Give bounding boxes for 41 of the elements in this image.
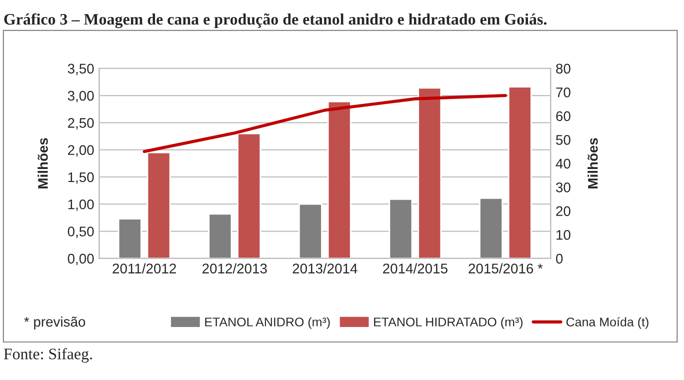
y-tick-label: 3,50	[68, 64, 94, 76]
x-tick-label: 2011/2012	[112, 263, 176, 274]
legend-label: Cana Moída (t)	[566, 317, 648, 329]
y2-tick-label: 40	[556, 158, 570, 169]
source-note: Fonte: Sifaeg.	[4, 348, 92, 363]
y2-tick-label: 60	[556, 111, 570, 122]
bar	[298, 203, 322, 258]
y2-tick-label: 0	[556, 254, 563, 264]
y2-axis-title: Milhões	[588, 138, 598, 188]
bar	[118, 218, 142, 258]
legend-label: ETANOL HIDRATADO (m³)	[374, 317, 523, 329]
y-tick-label: 2,00	[68, 145, 94, 157]
y-tick-label: 2,50	[68, 118, 94, 130]
x-tick-label: 2013/2014	[292, 263, 358, 274]
bar	[388, 198, 413, 258]
y2-tick-label: 50	[556, 134, 570, 145]
bar	[327, 100, 352, 258]
x-tick-label: 2015/2016 *	[468, 263, 543, 274]
y-tick-label: 1,50	[68, 172, 94, 184]
y2-tick-label: 80	[556, 64, 570, 74]
y2-tick-label: 70	[556, 87, 570, 98]
text: * previsão	[24, 316, 86, 330]
y2-tick-label: 30	[556, 182, 570, 192]
y-tick-label: 1,00	[68, 199, 94, 211]
x-tick-label: 2012/2013	[202, 263, 267, 274]
y-axis-title: Milhões	[38, 138, 48, 188]
bar	[146, 152, 171, 258]
chart-title: Gráfico 3 – Moagem de cana e produção de etanol anidro e hidratado em Goiás.	[4, 13, 546, 28]
bar	[508, 86, 532, 258]
x-tick-label: 2014/2015	[383, 263, 448, 274]
bar	[418, 87, 442, 258]
y2-tick-label: 10	[556, 230, 570, 240]
bar	[479, 197, 504, 258]
bar	[208, 213, 232, 258]
y-tick-label: 3,00	[68, 90, 94, 102]
bar	[237, 132, 262, 258]
line-series	[142, 94, 508, 154]
y-tick-label: 0,00	[68, 254, 94, 266]
y2-tick-label: 20	[556, 206, 570, 216]
legend-label: ETANOL ANIDRO (m³)	[205, 317, 330, 329]
y-tick-label: 0,50	[68, 226, 94, 238]
